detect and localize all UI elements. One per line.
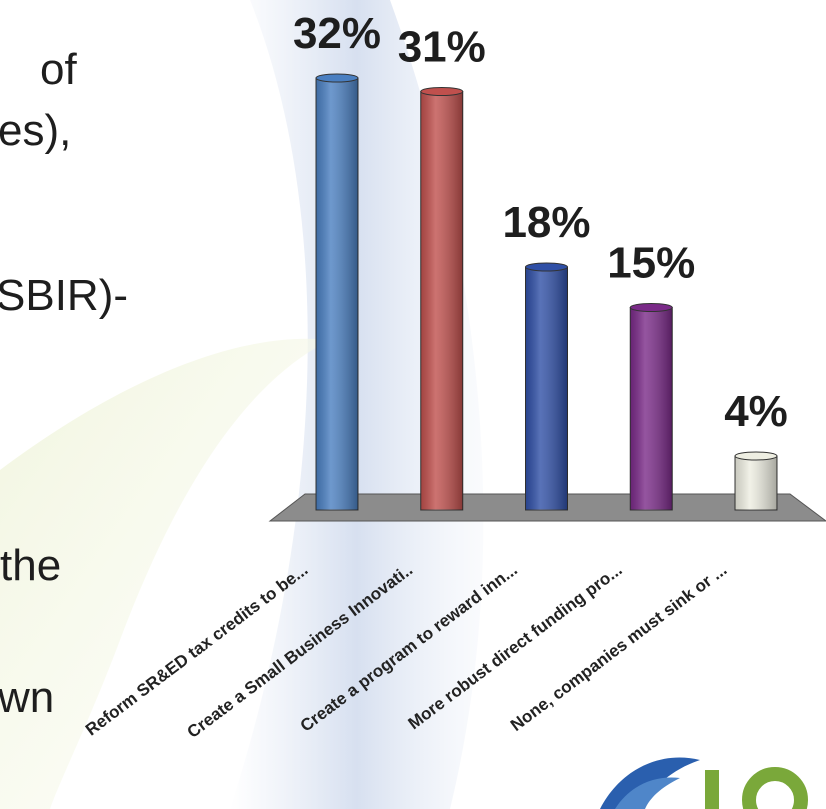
slide-text: the — [0, 541, 61, 590]
bar-top — [525, 262, 568, 272]
value-label: 18% — [502, 198, 590, 247]
slide-text: wn — [0, 673, 54, 722]
bar-top — [315, 73, 359, 83]
slide-text: es), — [0, 106, 71, 155]
bar-shade — [735, 456, 777, 510]
bar-shade — [420, 91, 463, 510]
slide-text: SBIR)- — [0, 271, 128, 320]
bar-shade — [316, 78, 358, 510]
bar-shade — [525, 267, 568, 510]
category-label: None, companies must sink or ... — [507, 560, 730, 735]
value-label: 15% — [607, 239, 695, 288]
bar-top — [629, 303, 673, 312]
logo — [600, 757, 808, 809]
value-label: 31% — [398, 23, 486, 72]
slide-text: of — [40, 45, 77, 94]
bar-top — [734, 451, 778, 461]
value-label: 32% — [293, 9, 381, 58]
background-swoosh — [0, 338, 330, 809]
value-label: 4% — [724, 387, 788, 436]
bar-top — [420, 87, 464, 96]
bar-shade — [630, 307, 673, 510]
